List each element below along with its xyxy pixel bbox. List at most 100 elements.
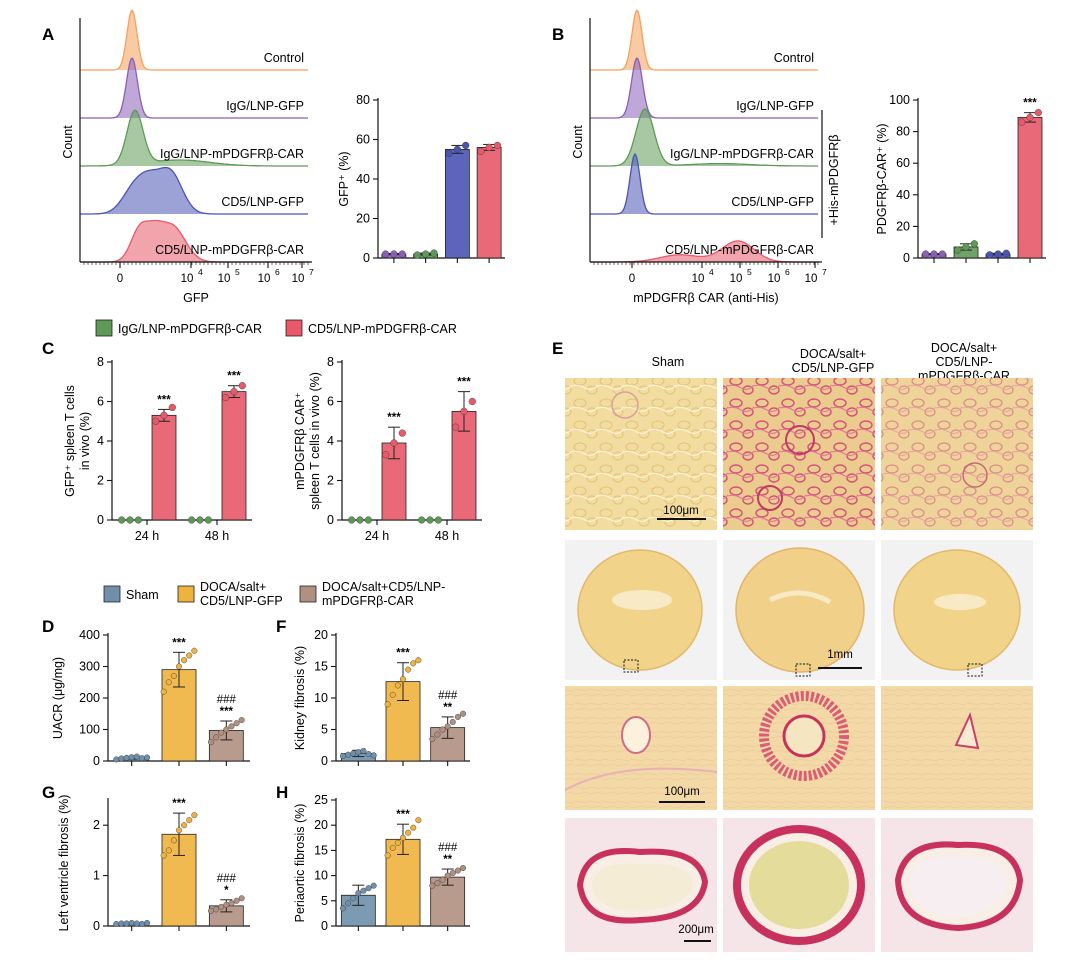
F-point-1-5 (410, 660, 417, 667)
flow-flow_B-ticklabel-4: 10 (805, 273, 818, 285)
F-point-1-2 (394, 682, 401, 689)
H-point-0-3 (355, 890, 362, 897)
legend-c: IgG/LNP-mPDGFRβ-CAR CD5/LNP-mPDGFRβ-CAR (95, 319, 457, 337)
flow-flow_A-tickexp-1: 4 (198, 267, 203, 277)
F-point-1-6 (415, 657, 422, 664)
C1-point-0-1-1 (160, 411, 168, 419)
flow-flow_A-fill-3 (80, 167, 308, 214)
C2-point-1-0-1 (426, 516, 434, 524)
G-point-0-1 (118, 920, 125, 927)
A_bar-point-1-2 (430, 249, 438, 257)
C2-point-0-0-0 (348, 516, 356, 524)
e-scale-100um-1: 100μm (663, 505, 698, 517)
B_bar-ytick-label-2: 40 (896, 188, 910, 202)
D-sig-2-0: ### (217, 694, 237, 706)
A_bar-point-3-2 (493, 141, 502, 150)
A_bar-ytick-label-0: 0 (363, 251, 370, 265)
flow-flow_A-fill-0 (80, 10, 308, 71)
G-ylabel: Left ventricle fibrosis (%) (57, 795, 71, 932)
flow-b-bracket-label: +His-mPDGFRβ (827, 135, 841, 226)
C1-point-1-1-1 (230, 388, 238, 396)
flow-flow_B-line-3 (590, 152, 818, 215)
A_bar-point-2-0 (445, 149, 453, 157)
D-point-1-6 (191, 647, 198, 654)
G-point-1-1 (165, 847, 172, 854)
G-point-2-6 (238, 895, 245, 902)
F-point-2-2 (439, 726, 446, 733)
F-point-2-3 (444, 723, 451, 730)
legend-swatch-doca-gfp (177, 585, 195, 603)
A_bar-point-0-0 (381, 250, 390, 258)
G-point-1-4 (181, 822, 188, 829)
legend-d: Sham DOCA/salt+ CD5/LNP-GFP DOCA/salt+CD… (103, 580, 445, 608)
flow-flow_A-label-0: Control (264, 51, 304, 65)
F-ytick-label-2: 10 (314, 691, 328, 705)
D-point-1-4 (181, 657, 188, 664)
flow-flow_B-fill-0 (590, 10, 818, 71)
flow-flow_B-line-0 (590, 9, 818, 71)
B_bar-ytick-label-1: 20 (896, 219, 910, 233)
D-ytick-label-1: 100 (79, 723, 100, 737)
e-col-label-doca-car-2: CD5/LNP- (936, 355, 993, 369)
F-sig-1-0: *** (396, 648, 410, 660)
e-scale-100um-2: 100μm (664, 786, 699, 798)
H-ylabel: Periaortic fibrosis (%) (293, 804, 307, 923)
flow-flow_A-fill-1 (80, 58, 308, 118)
C1-point-0-0-1 (126, 516, 134, 524)
e-kidney-sham (565, 378, 717, 530)
C2-point-0-0-2 (364, 516, 372, 524)
H-point-2-6 (460, 865, 467, 872)
F-ytick-label-1: 5 (321, 723, 328, 737)
flow-flow_B-ticklabel-1: 10 (692, 273, 705, 285)
flow-flow_A-line-1 (80, 57, 308, 119)
flow-flow_A-label-4: CD5/LNP-mPDGFRβ-CAR (155, 243, 304, 257)
H-ytick-label-1: 5 (321, 894, 328, 908)
bar-chart-b-car: 0 20 40 60 80 100 PDGFRβ-CAR⁺ (%) *** (875, 93, 1046, 265)
D-point-2-4 (228, 723, 235, 730)
F-point-0-6 (370, 752, 377, 759)
H-ytick-label-5: 25 (314, 793, 328, 807)
C2-point-0-1-1 (390, 439, 398, 447)
B_bar-point-1-2 (970, 240, 978, 248)
F-point-2-5 (454, 713, 461, 720)
e-col-label-doca-car-1: DOCA/salt+ (931, 341, 997, 355)
D-point-1-0 (160, 688, 167, 695)
F-ytick-label-3: 15 (314, 660, 328, 674)
A_bar-ytick-label-4: 80 (356, 93, 370, 107)
B_bar-point-0-0 (922, 250, 930, 258)
F-point-0-2 (350, 750, 357, 757)
H-ytick-label-0: 0 (321, 919, 328, 933)
C2-ytick-label-3: 6 (327, 395, 334, 409)
B_bar-ytick-label-4: 80 (896, 125, 910, 139)
A_bar-ytick-label-1: 20 (356, 212, 370, 226)
flow-flow_B-line-1 (590, 57, 818, 119)
B_bar-point-0-2 (938, 250, 946, 258)
F-ytick-label-4: 20 (314, 628, 328, 642)
D-point-2-2 (218, 729, 225, 736)
C1-xtick-label-1: 48 h (205, 529, 229, 543)
C1-point-1-0-0 (188, 516, 196, 524)
G-sig-2-0: ### (217, 873, 237, 885)
F-point-0-0 (339, 752, 346, 759)
F-point-2-0 (429, 735, 436, 742)
F-point-0-4 (360, 747, 367, 754)
panel-letter-c: C (42, 339, 54, 358)
legend-label-doca-car-2: mPDGFRβ-CAR (322, 594, 414, 608)
flow-flow_A-ticklabel-3: 10 (258, 273, 271, 285)
legend-label-cd5-car: CD5/LNP-mPDGFRβ-CAR (308, 322, 457, 336)
F-point-1-1 (389, 691, 396, 698)
C2-ytick-label-1: 2 (327, 474, 334, 488)
C2-point-1-1-2 (468, 397, 476, 406)
H-point-0-4 (360, 887, 367, 894)
bar-chart-c2-car-spleen: 0 2 4 6 8 mPDGFRβ CAR⁺ spleen T cells in vivo … (293, 355, 482, 543)
H-point-1-1 (389, 844, 396, 851)
C1-point-0-1-2 (168, 403, 176, 412)
G-point-0-5 (138, 920, 145, 927)
legend-label-doca-gfp-2: CD5/LNP-GFP (200, 594, 283, 608)
G-point-0-6 (144, 919, 151, 926)
G-point-1-0 (160, 852, 167, 859)
legend-label-igg-car: IgG/LNP-mPDGFRβ-CAR (118, 322, 262, 336)
C2-ylabel-2: spleen T cells in vivo (%) (308, 372, 322, 510)
flow-flow_B-label-1: IgG/LNP-GFP (736, 99, 814, 113)
C2-sig-0-1-0: *** (387, 412, 401, 424)
